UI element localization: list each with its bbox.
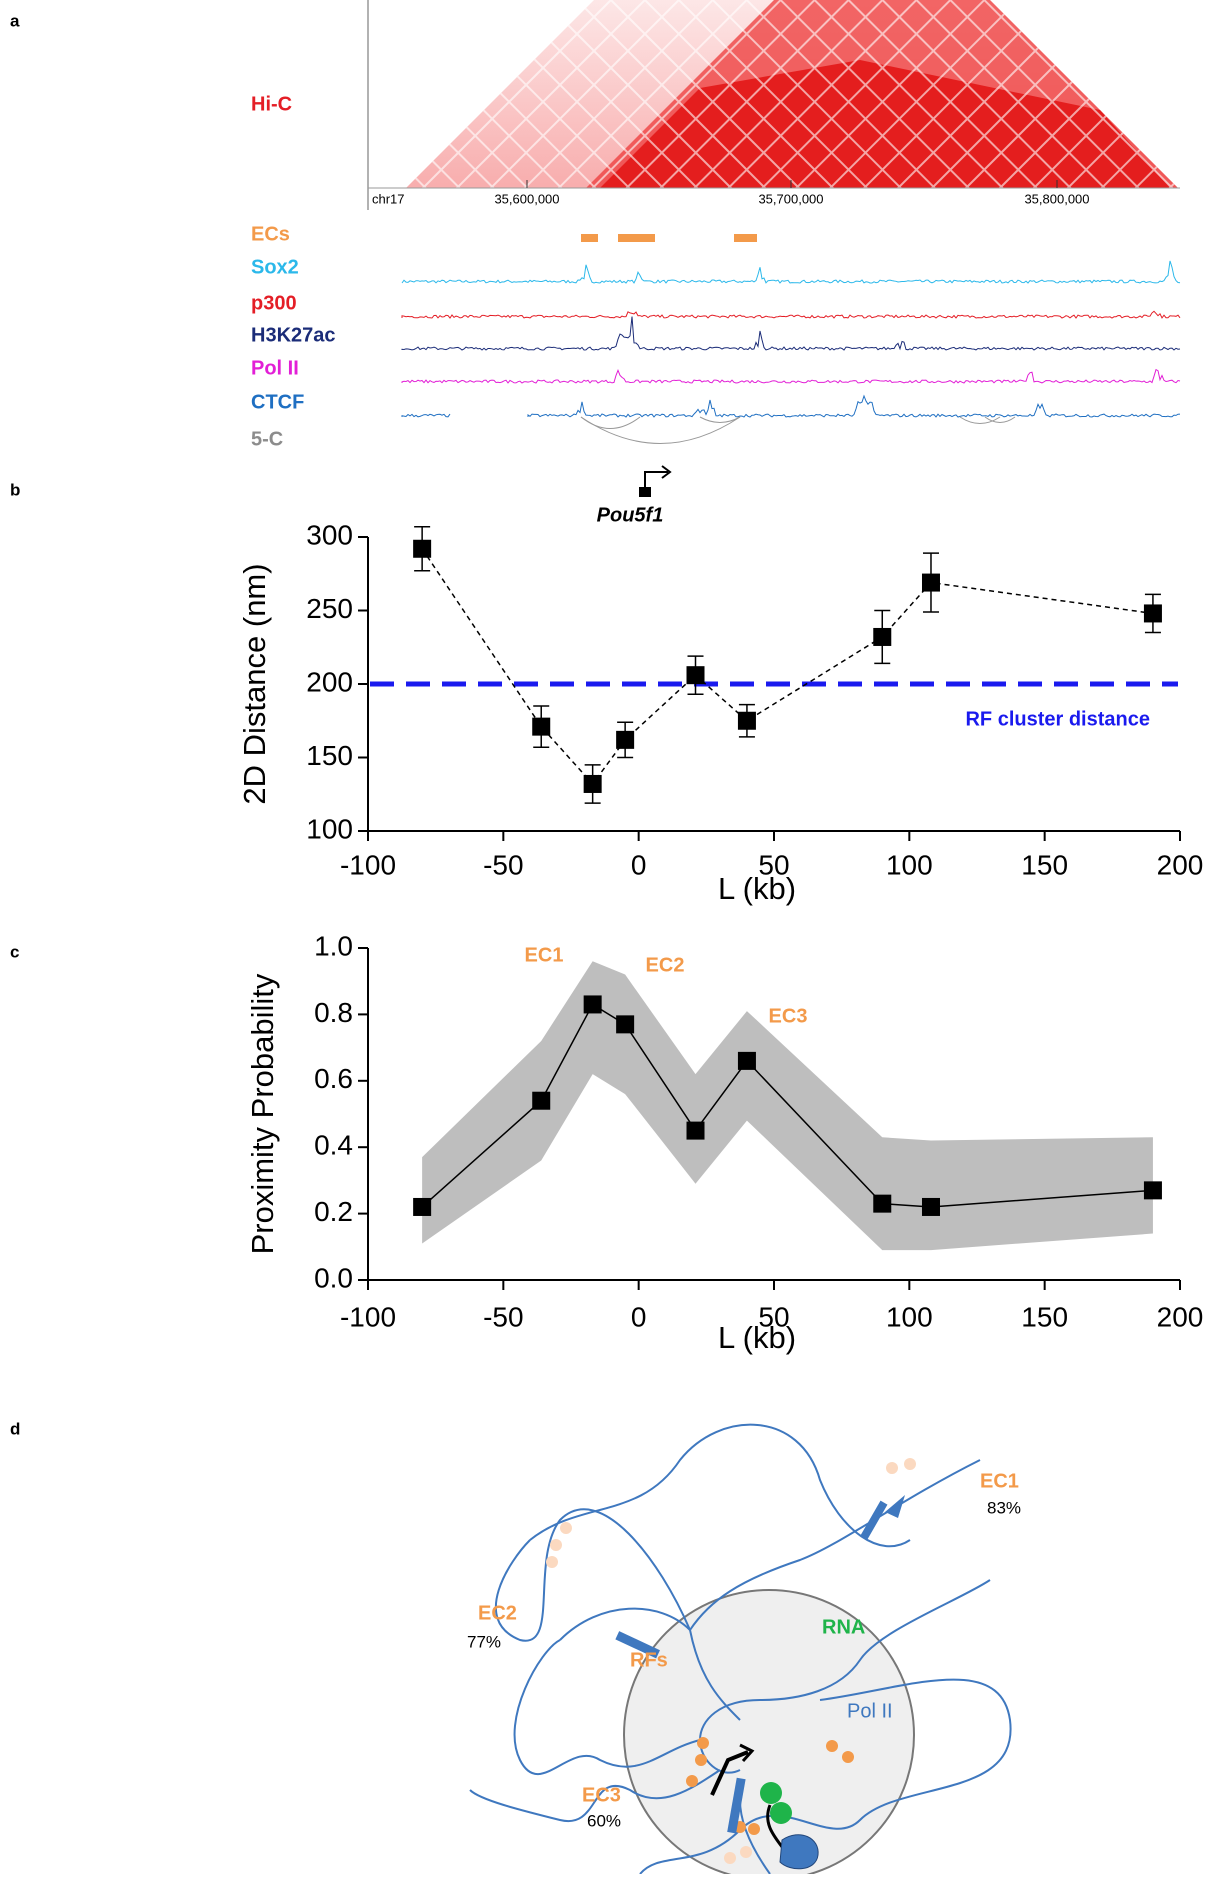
- ec-percent: 77%: [467, 1632, 501, 1651]
- track-label: Sox2: [251, 256, 299, 278]
- panel-label: b: [10, 480, 20, 499]
- x-tick-label: -100: [340, 849, 396, 880]
- x-tick-label: 0: [631, 1301, 647, 1332]
- diagram: [469, 1423, 1012, 1879]
- y-axis-label: 2D Distance (nm): [237, 563, 272, 804]
- y-tick-label: 250: [306, 593, 353, 624]
- y-tick-label: 0.6: [314, 1063, 353, 1094]
- track-label: Pol II: [251, 357, 299, 379]
- signal-track: [401, 260, 1181, 284]
- reference-label: RF cluster distance: [965, 708, 1150, 730]
- panel-label: d: [10, 1419, 20, 1438]
- x-tick-label: 100: [886, 849, 933, 880]
- y-tick-label: 200: [306, 666, 353, 697]
- x-axis-label: L (kb): [718, 1320, 796, 1355]
- x-tick-label: 100: [886, 1301, 933, 1332]
- axis-label: 35,600,000: [494, 191, 559, 206]
- data-point: [616, 730, 635, 749]
- x-tick-label: 150: [1021, 1301, 1068, 1332]
- ec-bars: [581, 234, 757, 242]
- data-point: [921, 573, 940, 592]
- heatmap-label: Hi-C: [251, 93, 292, 115]
- y-tick-label: 0.0: [314, 1262, 353, 1293]
- ec-label: EC2: [478, 1602, 517, 1624]
- x-axis-label: L (kb): [718, 871, 796, 906]
- rf-label: RFs: [630, 1649, 668, 1671]
- pol2-label: Pol II: [847, 1700, 893, 1722]
- annotation: EC3: [769, 1005, 808, 1027]
- track-label: p300: [251, 292, 297, 314]
- data-point: [532, 1091, 551, 1110]
- panel-label: a: [10, 11, 20, 30]
- panel-label: c: [10, 942, 19, 961]
- data-point: [921, 1197, 940, 1216]
- x-tick-label: 150: [1021, 849, 1068, 880]
- x-tick-label: 50: [758, 1301, 789, 1332]
- hic-map: [367, 0, 1180, 210]
- gene-label: Pou5f1: [597, 504, 664, 526]
- ec-percent: 60%: [587, 1811, 621, 1830]
- annotation: EC1: [525, 944, 564, 966]
- data-point: [737, 711, 756, 730]
- axis-label: chr17: [372, 191, 405, 206]
- data-point: [616, 1015, 635, 1034]
- annotation: EC2: [646, 954, 685, 976]
- x-tick-label: 0: [631, 849, 647, 880]
- y-tick-label: 100: [306, 813, 353, 844]
- data-point: [532, 717, 551, 736]
- gene-arrow: [639, 465, 672, 497]
- data-point: [413, 1197, 432, 1216]
- y-tick-label: 0.8: [314, 997, 353, 1028]
- track-label: H3K27ac: [251, 324, 336, 346]
- signal-track: [401, 368, 1181, 384]
- signal-track: [401, 316, 1181, 351]
- data-point: [873, 627, 892, 646]
- 5c-arcs: [580, 416, 1016, 444]
- data-point: [737, 1051, 756, 1070]
- ec-percent: 83%: [987, 1498, 1021, 1517]
- track-label: 5-C: [251, 428, 283, 450]
- data-point: [686, 666, 705, 685]
- y-tick-label: 0.2: [314, 1196, 353, 1227]
- data-point: [583, 995, 602, 1014]
- y-tick-label: 150: [306, 740, 353, 771]
- data-point: [413, 539, 432, 558]
- series-line: [421, 548, 1154, 786]
- y-axis-label: Proximity Probability: [245, 973, 280, 1254]
- tracks: ECs Sox2 p300 H3K27ac Pol II CTCF 5-C: [251, 223, 1181, 450]
- axis-label: 35,700,000: [758, 191, 823, 206]
- y-tick-label: 300: [306, 519, 353, 550]
- ec-label: EC3: [582, 1784, 621, 1806]
- ec-label: EC1: [980, 1470, 1019, 1492]
- track-label: CTCF: [251, 391, 304, 413]
- signal-track: [401, 310, 1181, 319]
- x-tick-label: -100: [340, 1301, 396, 1332]
- axis-label: 35,800,000: [1024, 191, 1089, 206]
- data-point: [1143, 1181, 1162, 1200]
- confidence-band: [422, 961, 1153, 1251]
- rna-label: RNA: [822, 1616, 865, 1638]
- x-tick-label: 200: [1157, 849, 1204, 880]
- y-tick-label: 1.0: [314, 930, 353, 961]
- data-point: [686, 1121, 705, 1140]
- x-tick-label: 200: [1157, 1301, 1204, 1332]
- signal-track: [401, 394, 1181, 418]
- data-point: [583, 774, 602, 793]
- y-tick-label: 0.4: [314, 1130, 353, 1161]
- data-point: [873, 1194, 892, 1213]
- x-tick-label: -50: [483, 849, 523, 880]
- track-label: ECs: [251, 223, 290, 245]
- x-tick-label: 50: [758, 849, 789, 880]
- x-tick-label: -50: [483, 1301, 523, 1332]
- data-point: [1143, 604, 1162, 623]
